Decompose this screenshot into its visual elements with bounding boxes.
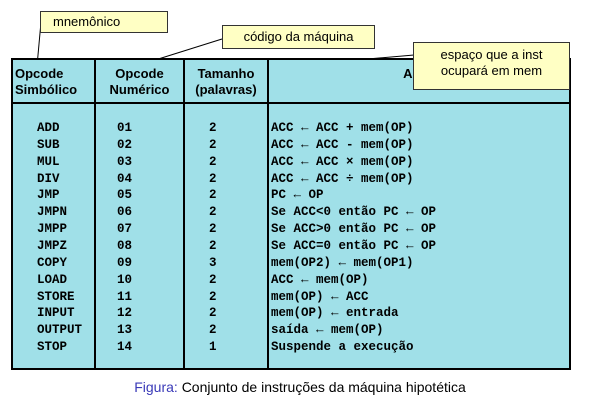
table-row: SUB 02 2 ACC ← ACC - mem(OP) (13, 138, 569, 155)
table-row: DIV 04 2 ACC ← ACC ÷ mem(OP) (13, 172, 569, 189)
callout-mnemonico: mnemônico (40, 11, 168, 33)
opcode-cell: 12 (117, 306, 133, 321)
action-cell: mem(OP) ← entrada (271, 306, 399, 321)
header-line: Tamanho (197, 66, 255, 81)
action-cell: ACC ← ACC - mem(OP) (271, 137, 414, 152)
callout-text: mnemônico (53, 14, 121, 29)
mnemonic-cell: JMPN (37, 205, 68, 220)
column-divider (183, 60, 185, 368)
action-cell: Se ACC<0 então PC ← OP (271, 205, 437, 220)
header-line: Simbólico (15, 82, 78, 97)
size-cell: 2 (209, 272, 217, 287)
opcode-cell: 05 (117, 188, 133, 203)
opcode-cell: 08 (117, 238, 133, 253)
size-cell: 2 (209, 306, 217, 321)
size-cell: 2 (209, 154, 217, 169)
size-cell: 3 (209, 255, 217, 270)
column-divider (267, 60, 269, 368)
header-line: (palavras) (195, 82, 257, 97)
opcode-cell: 11 (117, 289, 133, 304)
opcode-cell: 09 (117, 255, 133, 270)
action-cell: PC ← OP (271, 188, 324, 203)
size-cell: 2 (209, 238, 217, 253)
mnemonic-cell: STOP (37, 340, 68, 355)
table-row: JMP 05 2 PC ← OP (13, 188, 569, 205)
action-cell: ACC ← mem(OP) (271, 272, 369, 287)
size-cell: 2 (209, 121, 217, 135)
mnemonic-cell: ADD (37, 121, 60, 135)
action-cell: mem(OP2) ← mem(OP1) (271, 255, 414, 270)
header-opcode-simbolico: Opcode Simbólico (15, 66, 77, 98)
size-cell: 2 (209, 205, 217, 220)
callout-text: ocupará em mem (440, 63, 543, 78)
caption-text: Conjunto de instruções da máquina hipoté… (181, 379, 466, 395)
mnemonic-cell: JMPZ (37, 238, 68, 253)
mnemonic-cell: INPUT (37, 306, 75, 321)
action-cell: ACC ← ACC + mem(OP) (271, 121, 414, 135)
size-cell: 2 (209, 222, 217, 237)
mnemonic-cell: STORE (37, 289, 75, 304)
header-line: Numérico (109, 82, 170, 97)
table-row: OUTPUT 13 2 saída ← mem(OP) (13, 323, 569, 340)
size-cell: 2 (209, 188, 217, 203)
table-row: MUL 03 2 ACC ← ACC × mem(OP) (13, 155, 569, 172)
callout-codigo-maquina: código da máquina (222, 25, 375, 49)
opcode-cell: 06 (117, 205, 133, 220)
table-row: STOP 14 1 Suspende a execução (13, 340, 569, 357)
mnemonic-cell: JMPP (37, 222, 68, 237)
opcode-cell: 01 (117, 121, 133, 135)
mnemonic-cell: JMP (37, 188, 60, 203)
opcode-cell: 07 (117, 222, 133, 237)
size-cell: 2 (209, 289, 217, 304)
size-cell: 1 (209, 340, 217, 355)
table-row: STORE 11 2 mem(OP) ← ACC (13, 290, 569, 307)
opcode-cell: 03 (117, 154, 133, 169)
opcode-cell: 14 (117, 340, 133, 355)
table-row: JMPP 07 2 Se ACC>0 então PC ← OP (13, 222, 569, 239)
header-opcode-numerico: Opcode Numérico (96, 66, 183, 98)
callout-text: código da máquina (243, 29, 354, 44)
size-cell: 2 (209, 137, 217, 152)
table-row: ADD 01 2 ACC ← ACC + mem(OP) (13, 121, 569, 138)
callout-text: espaço que a inst (440, 47, 543, 62)
caption-label: Figura: (134, 379, 178, 395)
action-cell: mem(OP) ← ACC (271, 289, 369, 304)
table-row: COPY 09 3 mem(OP2) ← mem(OP1) (13, 256, 569, 273)
action-cell: ACC ← ACC ÷ mem(OP) (271, 171, 414, 186)
header-line: Opcode (15, 66, 64, 81)
figure-caption: Figura: Conjunto de instruções da máquin… (0, 379, 600, 395)
header-divider (13, 102, 569, 104)
table-row: LOAD 10 2 ACC ← mem(OP) (13, 273, 569, 290)
opcode-cell: 10 (117, 272, 133, 287)
mnemonic-cell: LOAD (37, 272, 68, 287)
mnemonic-cell: DIV (37, 171, 60, 186)
callout-espaco-memoria: espaço que a inst ocupará em mem (413, 42, 570, 90)
action-cell: ACC ← ACC × mem(OP) (271, 154, 414, 169)
mnemonic-cell: OUTPUT (37, 323, 83, 338)
size-cell: 2 (209, 323, 217, 338)
action-cell: Se ACC=0 então PC ← OP (271, 238, 437, 253)
table-row: INPUT 12 2 mem(OP) ← entrada (13, 306, 569, 323)
size-cell: 2 (209, 171, 217, 186)
opcode-cell: 02 (117, 137, 133, 152)
table-row: JMPZ 08 2 Se ACC=0 então PC ← OP (13, 239, 569, 256)
action-cell: Se ACC>0 então PC ← OP (271, 222, 437, 237)
opcode-cell: 04 (117, 171, 133, 186)
instruction-table: Opcode Simbólico Opcode Numérico Tamanho… (11, 58, 571, 370)
mnemonic-cell: MUL (37, 154, 60, 169)
header-tamanho: Tamanho (palavras) (185, 66, 267, 98)
header-line: Opcode (115, 66, 164, 81)
action-cell: saída ← mem(OP) (271, 323, 384, 338)
column-divider (94, 60, 96, 368)
opcode-cell: 13 (117, 323, 133, 338)
mnemonic-cell: SUB (37, 137, 60, 152)
table-row: JMPN 06 2 Se ACC<0 então PC ← OP (13, 205, 569, 222)
action-cell: Suspende a execução (271, 340, 414, 355)
mnemonic-cell: COPY (37, 255, 68, 270)
